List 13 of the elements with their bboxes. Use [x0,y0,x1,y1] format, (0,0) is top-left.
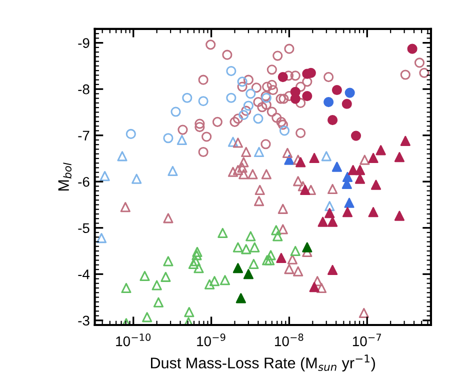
x-tick-label: 10$^{−7}$ [352,334,381,346]
x-axis-title: Dust Mass-Loss Rate (M$_{sun}$ yr$^{−1}$) [151,354,375,372]
y-tick-label: -5 [78,223,90,234]
y-axis-title: M$_{bol}$ [58,162,72,191]
y-tick-label: -6 [78,176,90,187]
y-tick-label: -4 [78,270,90,280]
y-tick-label: -9 [78,38,90,48]
x-tick-label: 10$^{−9}$ [197,334,226,346]
y-tick-label: -8 [78,84,90,94]
x-tick-label: 10$^{−10}$ [116,334,151,346]
y-tick-label: -3 [78,316,90,326]
y-tick-label: -7 [78,130,90,140]
x-tick-label: 10$^{−8}$ [275,334,304,346]
